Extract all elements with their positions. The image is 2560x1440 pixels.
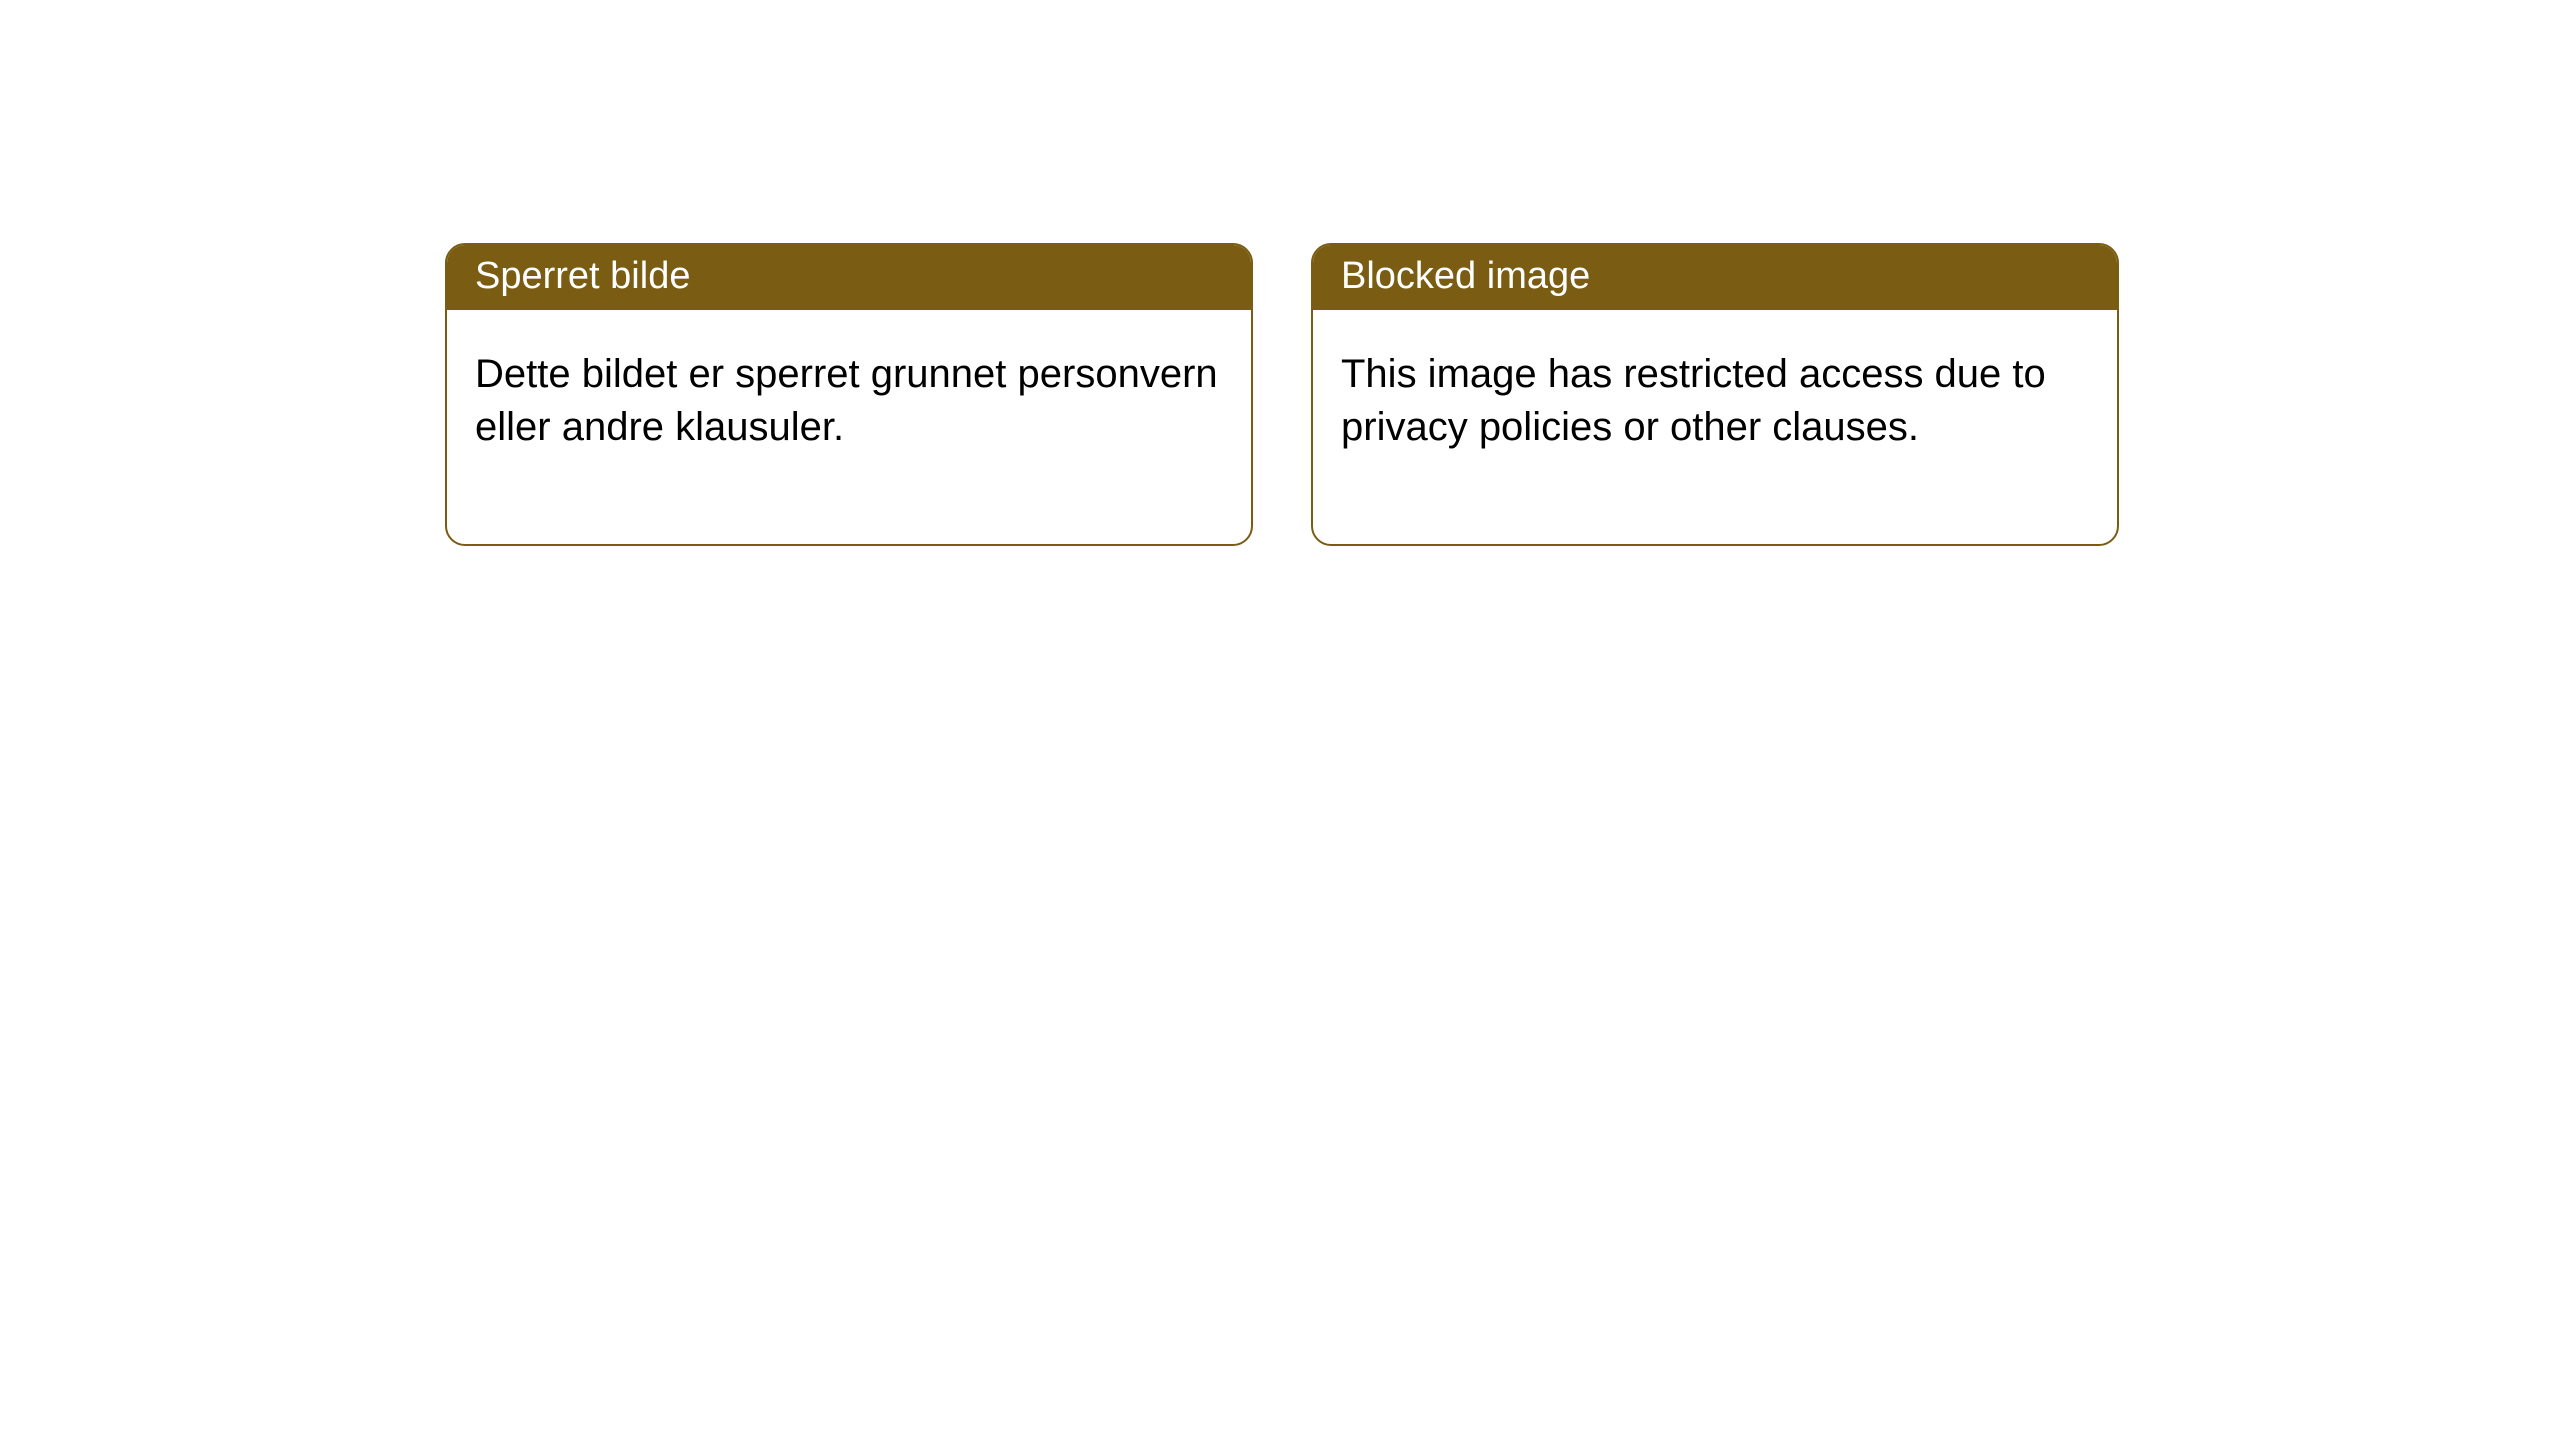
notice-container: Sperret bilde Dette bildet er sperret gr… xyxy=(0,0,2560,546)
card-body: This image has restricted access due to … xyxy=(1313,310,2117,544)
notice-card-english: Blocked image This image has restricted … xyxy=(1311,243,2119,546)
card-body-text: This image has restricted access due to … xyxy=(1341,352,2046,449)
card-header: Blocked image xyxy=(1313,245,2117,310)
card-header-text: Sperret bilde xyxy=(475,255,690,297)
notice-card-norwegian: Sperret bilde Dette bildet er sperret gr… xyxy=(445,243,1253,546)
card-header-text: Blocked image xyxy=(1341,255,1590,297)
card-header: Sperret bilde xyxy=(447,245,1251,310)
card-body: Dette bildet er sperret grunnet personve… xyxy=(447,310,1251,544)
card-body-text: Dette bildet er sperret grunnet personve… xyxy=(475,352,1218,449)
